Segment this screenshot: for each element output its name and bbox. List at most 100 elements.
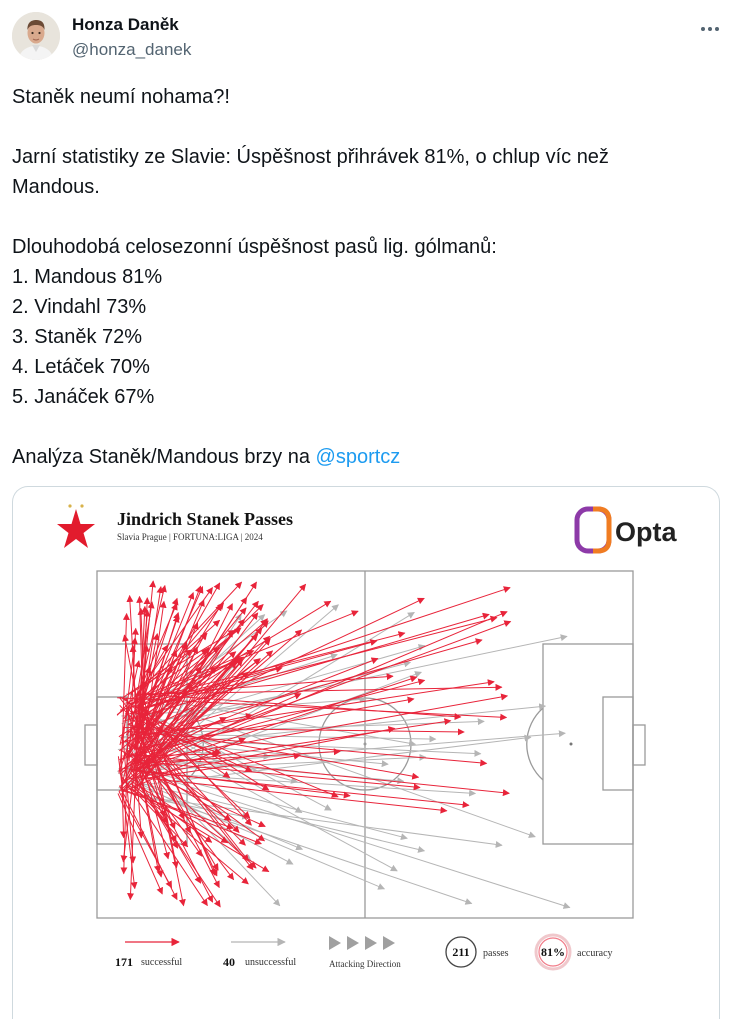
successful-count: 171 <box>115 955 133 969</box>
successful-pass-arrow <box>117 697 508 721</box>
accuracy-stat: 81% accuracy <box>534 933 613 971</box>
successful-pass-arrow <box>133 786 169 824</box>
successful-pass-arrow <box>139 615 498 710</box>
successful-pass-arrow <box>121 726 396 781</box>
successful-pass-arrow <box>118 785 178 901</box>
legend-successful: 171 successful <box>115 937 182 969</box>
successful-pass-arrow <box>136 775 202 884</box>
successful-pass-arrow <box>140 638 271 784</box>
successful-pass-arrow <box>123 727 465 736</box>
author-name[interactable]: Honza Daněk <box>72 15 179 34</box>
opta-logo-icon: Opta <box>574 506 677 554</box>
successful-pass-arrow <box>121 612 130 751</box>
unsuccessful-pass-arrow <box>141 791 473 905</box>
pass-map-graphic: Jindrich Stanek Passes Slavia Prague | F… <box>57 504 677 971</box>
unsuccessful-pass-arrow <box>120 671 422 785</box>
avatar[interactable] <box>12 12 60 60</box>
mention-link[interactable]: @sportcz <box>315 446 401 468</box>
successful-pass-arrow <box>135 605 149 797</box>
avatar-photo <box>12 12 60 60</box>
successful-pass-arrow <box>118 671 249 793</box>
successful-pass-arrow <box>139 752 301 780</box>
tweet-line <box>12 112 724 142</box>
tweet-line <box>12 202 724 232</box>
successful-pass-arrow <box>117 793 163 895</box>
tweet-line: 4. Letáček 70% <box>12 356 150 378</box>
passes-stat: 211 passes <box>445 936 509 968</box>
successful-pass-arrow <box>127 749 257 869</box>
tweet-line-last: Analýza Staněk/Mandous brzy na @sportcz <box>12 442 724 472</box>
successful-pass-arrow <box>134 710 231 779</box>
media-card[interactable]: Jindrich Stanek Passes Slavia Prague | F… <box>12 486 720 1019</box>
unsuccessful-pass-arrow <box>141 733 437 743</box>
successful-pass-arrow <box>137 758 214 903</box>
tweet-line: Jarní statistiky ze Slavie: Úspěšnost př… <box>12 146 609 168</box>
successful-pass-arrow <box>135 615 180 740</box>
unsuccessful-pass-arrow <box>138 795 250 820</box>
successful-pass-arrow <box>135 658 241 709</box>
accuracy-label: accuracy <box>577 948 613 959</box>
tweet-header: Honza Daněk @honza_danek <box>12 12 727 68</box>
successful-pass-arrow <box>137 658 261 751</box>
successful-pass-arrow <box>143 761 421 791</box>
unsuccessful-pass-arrow <box>118 734 532 789</box>
successful-pass-arrow <box>135 768 145 839</box>
successful-pass-arrow <box>120 607 247 762</box>
successful-pass-arrow <box>141 776 164 878</box>
successful-pass-arrow <box>124 698 251 819</box>
tweet-text: Staněk neumí nohama?! Jarní statistiky z… <box>12 82 724 472</box>
unsuccessful-pass-arrow <box>138 782 426 853</box>
successful-pass-arrow <box>122 619 268 743</box>
passes-count: 211 <box>452 945 469 959</box>
successful-pass-arrow <box>131 725 420 780</box>
successful-pass-arrow <box>131 785 249 885</box>
tweet-line: Dlouhodobá celosezonní úspěšnost pasů li… <box>12 236 497 258</box>
successful-pass-arrow <box>138 703 252 826</box>
unsuccessful-pass-arrow <box>128 718 485 735</box>
passes-label: passes <box>483 948 509 959</box>
unsuccessful-pass-arrow <box>117 703 547 750</box>
unsuccessful-pass-arrow <box>140 795 503 848</box>
successful-pass-arrow <box>123 612 490 722</box>
successful-pass-arrow <box>141 618 268 781</box>
successful-pass-arrow <box>140 718 452 768</box>
more-dots-icon[interactable] <box>695 14 725 44</box>
successful-pass-arrow <box>130 631 406 704</box>
successful-pass-arrow <box>122 739 137 864</box>
direction-label: Attacking Direction <box>329 959 401 969</box>
tweet-line: 5. Janáček 67% <box>12 386 155 408</box>
accuracy-value: 81% <box>541 945 565 959</box>
successful-pass-arrow <box>134 693 509 763</box>
successful-pass-arrow <box>131 675 418 773</box>
unsuccessful-count: 40 <box>223 955 235 969</box>
unsuccessful-pass-arrow <box>131 778 294 865</box>
tweet-line: Staněk neumí nohama?! <box>12 86 230 108</box>
successful-pass-arrow <box>128 744 177 843</box>
successful-pass-arrow <box>122 750 220 758</box>
attacking-direction-icon: Attacking Direction <box>329 936 401 969</box>
graphic-subtitle: Slavia Prague | FORTUNA:LIGA | 2024 <box>117 532 263 542</box>
tweet-line: Mandous. <box>12 176 100 198</box>
successful-pass-arrow <box>138 610 359 701</box>
unsuccessful-label: unsuccessful <box>245 957 296 968</box>
successful-pass-arrow <box>126 657 379 758</box>
unsuccessful-pass-arrow <box>126 693 416 747</box>
successful-pass-arrow <box>132 770 470 809</box>
successful-pass-arrow <box>123 644 169 720</box>
successful-pass-arrow <box>135 658 261 761</box>
opta-brand: Opta <box>615 517 677 547</box>
successful-pass-arrow <box>136 595 146 766</box>
author-handle[interactable]: @honza_danek <box>72 40 192 59</box>
author-block: Honza Daněk @honza_danek <box>72 14 191 61</box>
successful-pass-arrow <box>139 776 448 814</box>
unsuccessful-pass-arrow <box>137 738 299 784</box>
graphic-title: Jindrich Stanek Passes <box>117 509 293 529</box>
tweet-line: 2. Vindahl 73% <box>12 296 147 318</box>
successful-pass-arrow <box>119 704 240 834</box>
successful-pass-arrow <box>120 774 208 907</box>
successful-pass-arrow <box>138 666 283 710</box>
successful-pass-arrow <box>142 731 254 871</box>
tweet-line: 1. Mandous 81% <box>12 266 163 288</box>
successful-pass-arrow <box>119 696 270 791</box>
successful-pass-arrow <box>127 642 188 774</box>
